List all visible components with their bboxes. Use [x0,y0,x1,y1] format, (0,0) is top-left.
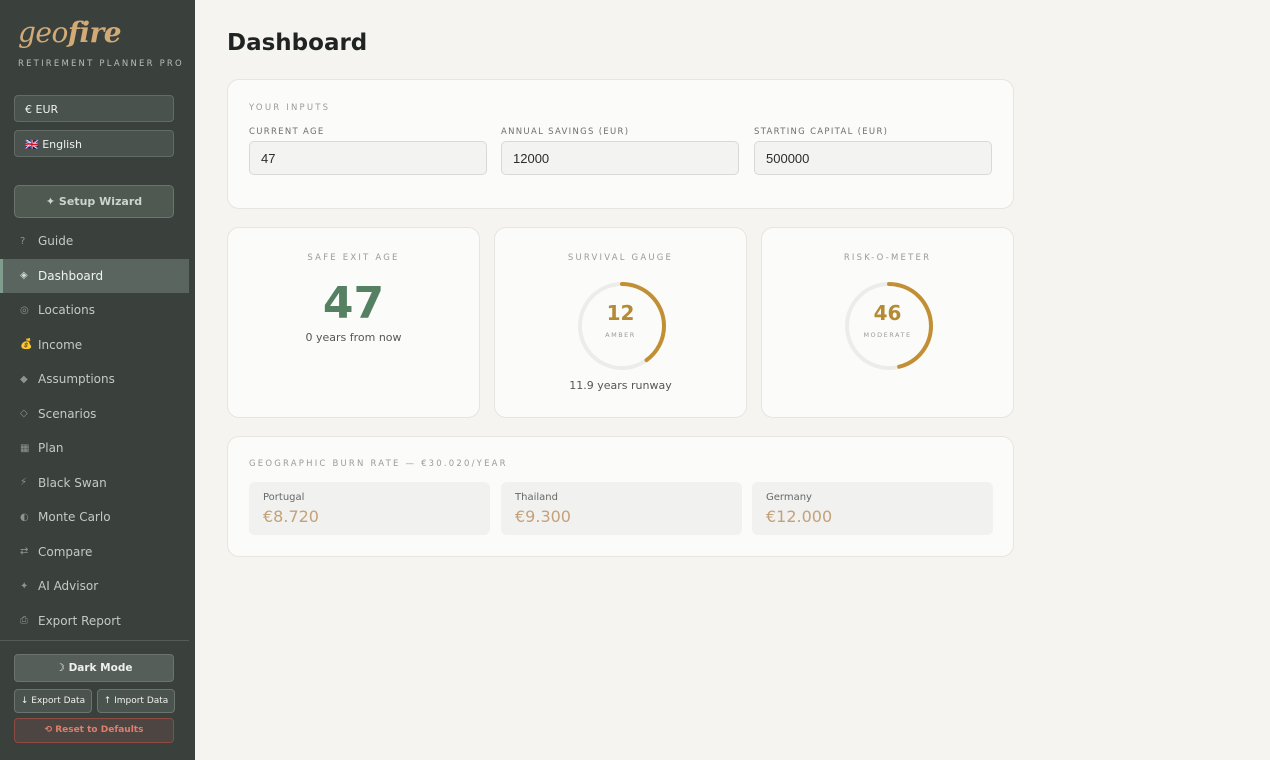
current-age-label: CURRENT AGE [249,127,325,137]
sidebar-item-export-report[interactable]: ⎙ Export Report [0,604,189,639]
sidebar-item-label: Compare [38,544,93,559]
sidebar-item-label: Scenarios [38,406,97,421]
setup-wizard-button[interactable]: ✦ Setup Wizard [14,185,174,218]
diamond-icon: ◆ [20,373,28,385]
burn-value: €12.000 [766,507,833,526]
money-bag-icon: 💰 [20,339,33,351]
half-circle-icon: ◐ [20,511,29,523]
sidebar-item-guide[interactable]: ? Guide [0,224,189,259]
annual-savings-input[interactable]: 12000 [501,141,739,175]
risk-meter-card: RISK-O-METER 46 MODERATE [761,227,1014,418]
location-icon: ◎ [20,304,29,316]
burn-value: €9.300 [515,507,571,526]
sidebar-item-dashboard[interactable]: ◈ Dashboard [0,258,189,293]
safe-exit-card: SAFE EXIT AGE 47 0 years from now [227,227,480,418]
app-logo[interactable]: geofire [18,16,122,49]
burn-country: Portugal [263,492,305,503]
starting-capital-label: STARTING CAPITAL (EUR) [754,127,889,137]
sidebar-item-label: Income [38,337,83,352]
sidebar-item-ai-advisor[interactable]: ✦ AI Advisor [0,569,189,604]
sidebar-divider [0,640,189,641]
burn-value: €8.720 [263,507,319,526]
app-tagline: RETIREMENT PLANNER PRO [18,59,184,69]
sidebar-item-scenarios[interactable]: ◇ Scenarios [0,397,189,432]
sidebar-item-compare[interactable]: ⇄ Compare [0,535,189,570]
burn-rate-label: GEOGRAPHIC BURN RATE — €30.020/YEAR [249,459,508,469]
survival-gauge-value: 12 [606,301,635,325]
sidebar-item-label: Assumptions [38,372,115,387]
survival-runway-text: 11.9 years runway [569,379,672,392]
diamond-outline-icon: ◇ [20,408,28,420]
burn-item-portugal: Portugal €8.720 [249,482,490,535]
sidebar-item-label: Monte Carlo [38,510,111,525]
printer-icon: ⎙ [20,615,28,627]
sidebar-item-label: Dashboard [38,268,104,283]
risk-meter-label: RISK-O-METER [843,253,932,263]
burn-rate-card: GEOGRAPHIC BURN RATE — €30.020/YEAR Port… [227,436,1014,557]
sidebar-item-label: Export Report [38,613,121,628]
sidebar-item-monte-carlo[interactable]: ◐ Monte Carlo [0,500,189,535]
starting-capital-input[interactable]: 500000 [754,141,992,175]
sidebar-item-assumptions[interactable]: ◆ Assumptions [0,362,189,397]
sidebar-item-label: AI Advisor [38,579,99,594]
dashboard-icon: ◈ [20,270,28,282]
burn-item-germany: Germany €12.000 [752,482,993,535]
safe-exit-subtext: 0 years from now [305,331,402,344]
risk-meter-value: 46 [873,301,902,325]
survival-gauge-ring [578,282,666,370]
annual-savings-label: ANNUAL SAVINGS (EUR) [501,127,630,137]
sidebar-item-income[interactable]: 💰 Income [0,328,189,363]
inputs-card: YOUR INPUTS CURRENT AGE ANNUAL SAVINGS (… [227,79,1014,209]
sidebar: geofire RETIREMENT PLANNER PRO € EUR 🇬🇧 … [0,0,195,760]
sidebar-item-label: Black Swan [38,475,107,490]
risk-meter-status: MODERATE [863,331,912,339]
import-data-button[interactable]: ↑ Import Data [97,689,175,713]
sidebar-item-plan[interactable]: ▦ Plan [0,431,189,466]
reset-defaults-button[interactable]: ⟲ Reset to Defaults [14,718,174,743]
sidebar-item-locations[interactable]: ◎ Locations [0,293,189,328]
help-icon: ? [20,235,26,247]
burn-country: Thailand [515,492,558,503]
sidebar-item-label: Guide [38,234,74,249]
risk-meter-ring [845,282,933,370]
burn-country: Germany [766,492,812,503]
grid-icon: ▦ [20,442,30,454]
swap-icon: ⇄ [20,546,29,558]
sidebar-item-black-swan[interactable]: ⚡ Black Swan [0,466,189,501]
survival-gauge-status: AMBER [605,331,636,339]
current-age-input[interactable]: 47 [249,141,487,175]
safe-exit-value: 47 [322,278,385,329]
sparkle-icon: ✦ [20,580,29,592]
currency-select[interactable]: € EUR [14,95,174,122]
sidebar-item-label: Plan [38,441,64,456]
dark-mode-button[interactable]: ☽ Dark Mode [14,654,174,682]
sidebar-nav: ? Guide ◈ Dashboard ◎ Locations 💰 Income ◆ As… [0,224,189,638]
inputs-section-label: YOUR INPUTS [249,103,331,113]
burn-item-thailand: Thailand €9.300 [501,482,742,535]
safe-exit-label: SAFE EXIT AGE [307,253,400,263]
export-data-button[interactable]: ↓ Export Data [14,689,92,713]
survival-gauge-label: SURVIVAL GAUGE [567,253,674,263]
survival-gauge-card: SURVIVAL GAUGE 12 AMBER 11.9 years runwa… [494,227,747,418]
lightning-icon: ⚡ [20,477,28,489]
language-select[interactable]: 🇬🇧 English [14,130,174,157]
page-title: Dashboard [227,30,368,56]
sidebar-item-label: Locations [38,303,96,318]
